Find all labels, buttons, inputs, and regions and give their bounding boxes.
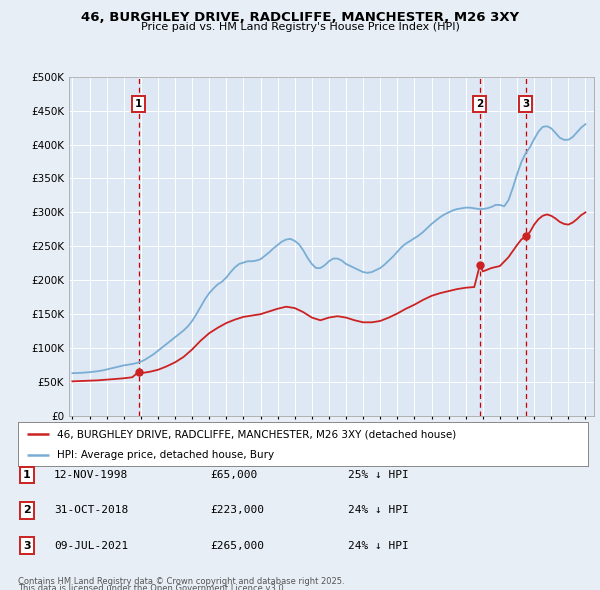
Text: 1: 1	[23, 470, 31, 480]
Text: 12-NOV-1998: 12-NOV-1998	[54, 470, 128, 480]
Text: 2: 2	[476, 99, 484, 109]
Text: 46, BURGHLEY DRIVE, RADCLIFFE, MANCHESTER, M26 3XY (detached house): 46, BURGHLEY DRIVE, RADCLIFFE, MANCHESTE…	[57, 430, 456, 439]
Text: £265,000: £265,000	[210, 541, 264, 550]
Text: £65,000: £65,000	[210, 470, 257, 480]
Text: Price paid vs. HM Land Registry's House Price Index (HPI): Price paid vs. HM Land Registry's House …	[140, 22, 460, 32]
Text: 3: 3	[23, 541, 31, 550]
Text: HPI: Average price, detached house, Bury: HPI: Average price, detached house, Bury	[57, 450, 274, 460]
Text: 25% ↓ HPI: 25% ↓ HPI	[348, 470, 409, 480]
Text: 24% ↓ HPI: 24% ↓ HPI	[348, 506, 409, 515]
Text: 09-JUL-2021: 09-JUL-2021	[54, 541, 128, 550]
Text: 2: 2	[23, 506, 31, 515]
Text: 46, BURGHLEY DRIVE, RADCLIFFE, MANCHESTER, M26 3XY: 46, BURGHLEY DRIVE, RADCLIFFE, MANCHESTE…	[81, 11, 519, 24]
Text: This data is licensed under the Open Government Licence v3.0.: This data is licensed under the Open Gov…	[18, 584, 286, 590]
Text: Contains HM Land Registry data © Crown copyright and database right 2025.: Contains HM Land Registry data © Crown c…	[18, 577, 344, 586]
Text: 24% ↓ HPI: 24% ↓ HPI	[348, 541, 409, 550]
Text: 3: 3	[523, 99, 530, 109]
Text: 1: 1	[135, 99, 142, 109]
Text: 31-OCT-2018: 31-OCT-2018	[54, 506, 128, 515]
Text: £223,000: £223,000	[210, 506, 264, 515]
